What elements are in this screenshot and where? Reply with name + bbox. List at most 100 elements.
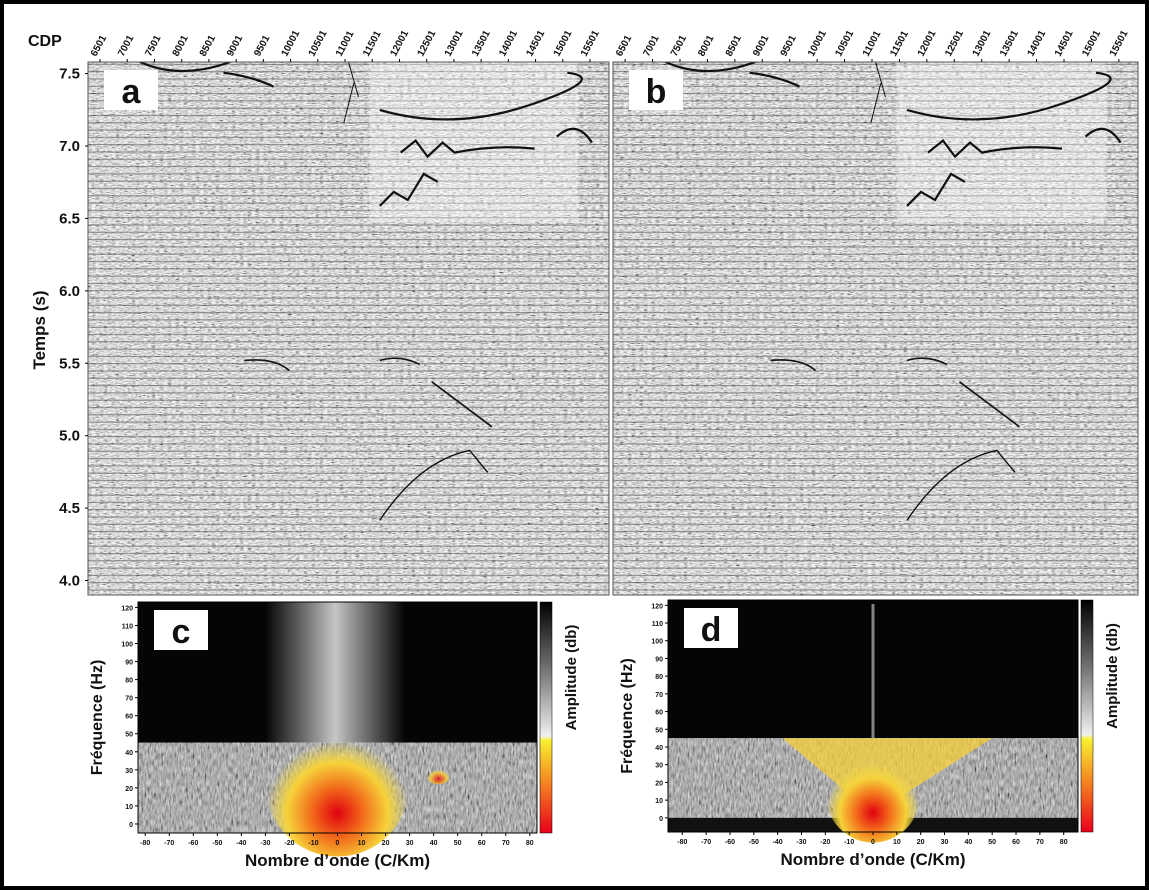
y-tick-label: 120 (651, 603, 663, 610)
x-tick-label: -10 (844, 839, 854, 846)
x-tick-label: -20 (820, 839, 830, 846)
trace-lines (613, 62, 1138, 595)
y-tick-label: 10 (125, 804, 133, 811)
x-tick-label: 0 (336, 840, 340, 847)
x-tick-label: 60 (1012, 839, 1020, 846)
panel-label: a (122, 73, 142, 111)
reflector (343, 62, 359, 124)
x-tick-label: 30 (406, 840, 414, 847)
energy-core (265, 712, 410, 857)
y-tick-label: 4.5 (59, 500, 80, 517)
x-axis-label: CDP (28, 33, 62, 50)
y-tick-label: 80 (125, 678, 133, 685)
energy-core (825, 743, 921, 843)
x-tick-label: 30 (941, 839, 949, 846)
y-tick-label: 20 (125, 786, 133, 793)
x-tick-label: -80 (140, 840, 150, 847)
y-tick-label: 4.0 (59, 573, 80, 590)
panels: 6501 7001 7501 8001 8501 9001 9501 10001 10501 11… (28, 28, 1139, 870)
panel-label-box (684, 608, 738, 648)
y-tick-label: 0 (129, 822, 133, 829)
y-tick-label: 80 (655, 674, 663, 681)
x-tick-label: 50 (988, 839, 996, 846)
y-tick-label: 6.5 (59, 210, 80, 227)
y-tick-label: 50 (655, 727, 663, 734)
x-tick-label: -10 (308, 840, 318, 847)
x-tick-label: 70 (502, 840, 510, 847)
reflector (906, 172, 966, 207)
trace-lines (88, 62, 609, 595)
reflector (556, 127, 593, 144)
colorbar-label: Amplitude (db) (563, 625, 580, 731)
x-tick-label: 10 (893, 839, 901, 846)
colorbar (1080, 599, 1094, 833)
x-axis-label: Nombre d’onde (C/Km) (245, 851, 430, 870)
y-tick-label: 100 (651, 639, 663, 646)
y-tick-label: 40 (125, 750, 133, 757)
reflector (1084, 127, 1122, 144)
x-tick-label: -60 (188, 840, 198, 847)
reflectors (139, 62, 593, 521)
y-tick-label: 20 (655, 780, 663, 787)
x-tick-label: -40 (236, 840, 246, 847)
x-tick-label: 10 (358, 840, 366, 847)
bright-zone (896, 62, 1107, 222)
y-tick-label: 120 (121, 605, 133, 612)
y-tick-label: 70 (655, 692, 663, 699)
x-tick-label: 40 (964, 839, 972, 846)
x-tick-label: -30 (796, 839, 806, 846)
reflector (906, 71, 1112, 121)
panel-label: d (701, 611, 722, 649)
y-tick-label: 50 (125, 732, 133, 739)
panel-label-box (104, 70, 158, 110)
x-tick-label: -70 (164, 840, 174, 847)
reflector (378, 172, 439, 207)
reflector (399, 139, 535, 159)
x-tick-label: -60 (725, 839, 735, 846)
y-tick-label: 60 (655, 710, 663, 717)
colorbar-label: Amplitude (db) (1104, 623, 1121, 729)
y-tick-label: 90 (655, 656, 663, 663)
x-tick-label: 80 (526, 840, 534, 847)
reflector (927, 139, 1063, 159)
x-tick-label: -50 (212, 840, 222, 847)
y-tick-label: 90 (125, 660, 133, 667)
x-tick-label: -40 (773, 839, 783, 846)
y-tick-label: 60 (125, 714, 133, 721)
energy-spot (426, 766, 451, 785)
reflector (139, 62, 274, 88)
reflector (379, 449, 489, 521)
plot-border (87, 61, 610, 596)
x-tick-label: 70 (1036, 839, 1044, 846)
reflector (244, 357, 493, 428)
x-tick-label: 20 (917, 839, 925, 846)
y-tick-label: 30 (125, 768, 133, 775)
y-tick-label: 5.5 (59, 355, 80, 372)
y-tick-label: 10 (655, 798, 663, 805)
x-tick-label: -70 (701, 839, 711, 846)
y-axis-label: Fréquence (Hz) (619, 658, 636, 774)
x-tick-label: -30 (260, 840, 270, 847)
y-tick-label: 40 (655, 745, 663, 752)
x-tick-label: 60 (478, 840, 486, 847)
x-tick-label: -50 (749, 839, 759, 846)
x-tick-label: 80 (1060, 839, 1068, 846)
reflector (906, 449, 1016, 521)
x-tick-label: 40 (430, 840, 438, 847)
panel-label: c (172, 613, 191, 651)
y-tick-label: 30 (655, 763, 663, 770)
x-tick-label: 50 (454, 840, 462, 847)
x-axis-label: Nombre d’onde (C/Km) (780, 850, 965, 869)
y-tick-label: 5.0 (59, 428, 80, 445)
y-tick-label: 110 (122, 623, 133, 630)
reflector (379, 71, 583, 121)
y-tick-label: 6.0 (59, 283, 80, 300)
y-tick-label: 7.5 (59, 66, 80, 83)
y-axis-label: Temps (s) (30, 290, 49, 369)
panel-label-box (154, 610, 208, 650)
y-tick-label: 70 (125, 696, 133, 703)
plot-border (612, 61, 1139, 596)
y-tick-label: 0 (659, 816, 663, 823)
x-tick-label: -80 (677, 839, 687, 846)
